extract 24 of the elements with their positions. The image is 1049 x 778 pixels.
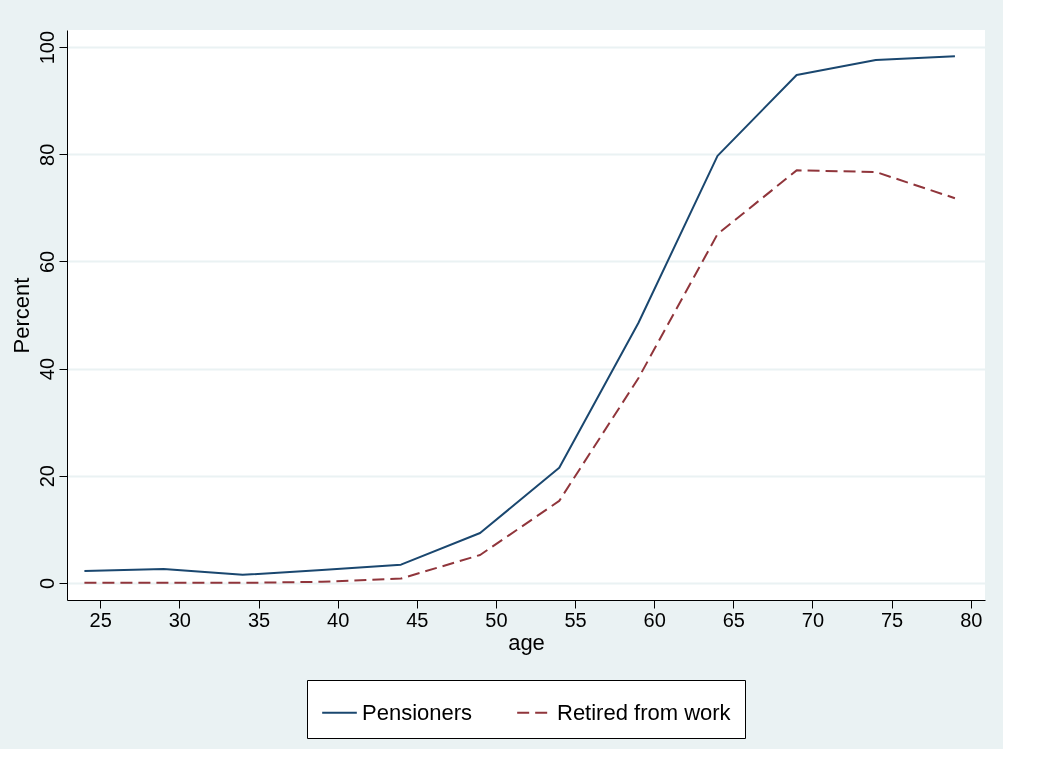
y-tick-label: 80: [35, 143, 58, 166]
x-tick-label: 80: [960, 608, 983, 631]
y-tick-label: 100: [35, 30, 58, 65]
x-tick-label: 45: [406, 608, 429, 631]
y-axis-title: Percent: [8, 277, 34, 354]
y-tick-label: 0: [35, 577, 58, 589]
y-tick-label: 40: [35, 357, 58, 381]
y-tick-label: 20: [35, 465, 58, 488]
x-tick-label: 40: [327, 608, 350, 631]
x-tick-label: 50: [485, 608, 508, 631]
legend-label: Retired from work: [557, 699, 732, 725]
x-tick-label: 30: [168, 608, 191, 631]
x-tick-label: 35: [247, 608, 271, 631]
x-axis-title: age: [508, 629, 545, 655]
x-tick-label: 60: [643, 608, 666, 631]
x-tick-label: 25: [89, 608, 112, 631]
x-tick-label: 65: [722, 608, 745, 631]
x-tick-label: 75: [880, 608, 904, 631]
y-tick-label: 60: [35, 250, 58, 274]
legend-label: Pensioners: [362, 699, 473, 725]
line-series: [83, 55, 956, 576]
x-tick-label: 55: [564, 608, 587, 631]
line-series: [83, 169, 956, 584]
x-tick-label: 70: [801, 608, 825, 631]
